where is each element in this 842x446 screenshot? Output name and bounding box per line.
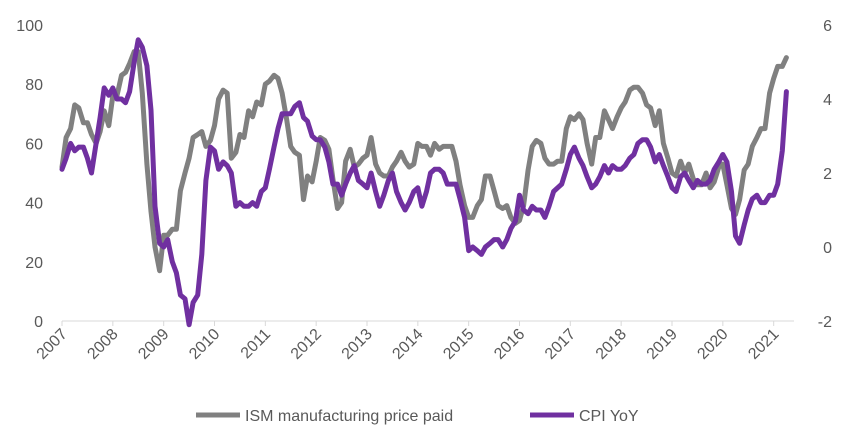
right-tick-label: -2 (818, 314, 832, 331)
plot-series (59, 37, 789, 328)
x-tick-label: 2016 (491, 326, 528, 363)
x-tick-label: 2020 (694, 326, 731, 363)
right-tick-label: 0 (823, 240, 832, 257)
x-tick-label: 2010 (186, 326, 223, 363)
legend-label-cpi: CPI YoY (579, 408, 639, 425)
x-tick-label: 2009 (135, 326, 172, 363)
right-axis-ticks: -2 0 2 4 6 (818, 18, 832, 331)
legend-label-ism: ISM manufacturing price paid (245, 408, 453, 425)
left-tick-label: 60 (25, 136, 43, 153)
right-tick-label: 6 (823, 18, 832, 35)
left-tick-label: 80 (25, 77, 43, 94)
right-tick-label: 2 (823, 166, 832, 183)
left-tick-label: 0 (34, 314, 43, 331)
x-tick-label: 2018 (593, 326, 630, 363)
left-tick-label: 40 (25, 196, 43, 213)
x-axis-tick-labels: 2007 2008 2009 2010 2011 2012 2013 2014 2015 2016… (34, 326, 783, 363)
x-tick-label: 2017 (542, 326, 579, 363)
x-axis-ticks (61, 321, 775, 326)
x-tick-label: 2007 (34, 326, 71, 363)
right-tick-label: 4 (823, 92, 832, 109)
x-tick-label: 2013 (339, 326, 376, 363)
series-line-ism-prices-paid (59, 49, 789, 274)
x-tick-label: 2015 (440, 326, 477, 363)
x-tick-label: 2011 (238, 326, 274, 362)
series-line-cpi-yoy (59, 37, 789, 328)
x-tick-label: 2008 (84, 326, 121, 363)
left-tick-label: 20 (25, 255, 43, 272)
x-tick-label: 2019 (644, 326, 681, 363)
x-tick-label: 2021 (745, 326, 782, 363)
legend: ISM manufacturing price paid CPI YoY (196, 408, 639, 425)
x-tick-label: 2014 (389, 326, 426, 363)
left-axis-ticks: 0 20 40 60 80 100 (16, 18, 43, 331)
left-tick-label: 100 (16, 18, 43, 35)
x-tick-label: 2012 (288, 326, 325, 363)
